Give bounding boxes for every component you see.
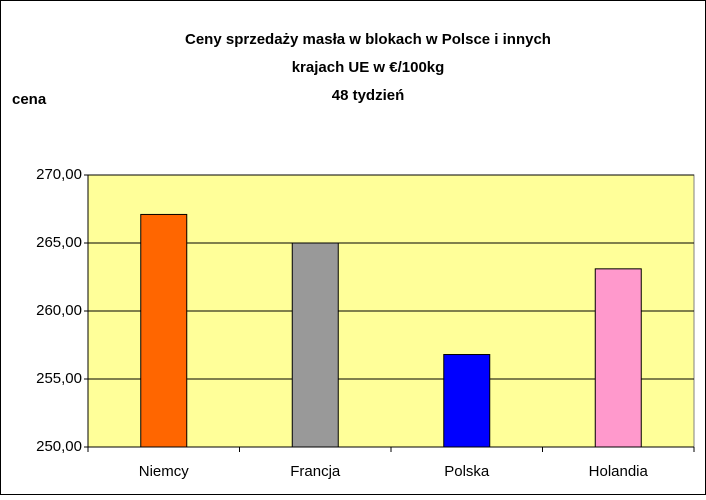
y-tick-label: 265,00 [36,234,82,251]
bar [291,242,339,448]
y-tick-label: 250,00 [36,438,82,455]
chart-title: 48 tydzień [332,87,405,104]
y-tick-label: 270,00 [36,166,82,183]
x-tick-label: Francja [290,463,341,480]
chart-title: Ceny sprzedaży masła w blokach w Polsce … [185,31,551,48]
y-tick-label: 260,00 [36,302,82,319]
bar [594,268,642,448]
y-axis-label: cena [12,91,47,108]
chart-title: krajach UE w €/100kg [292,59,445,76]
x-tick-label: Niemcy [139,463,190,480]
x-tick-label: Polska [444,463,490,480]
bar [443,354,491,448]
x-tick-label: Holandia [589,463,649,480]
bar [140,213,188,448]
y-tick-label: 255,00 [36,370,82,387]
